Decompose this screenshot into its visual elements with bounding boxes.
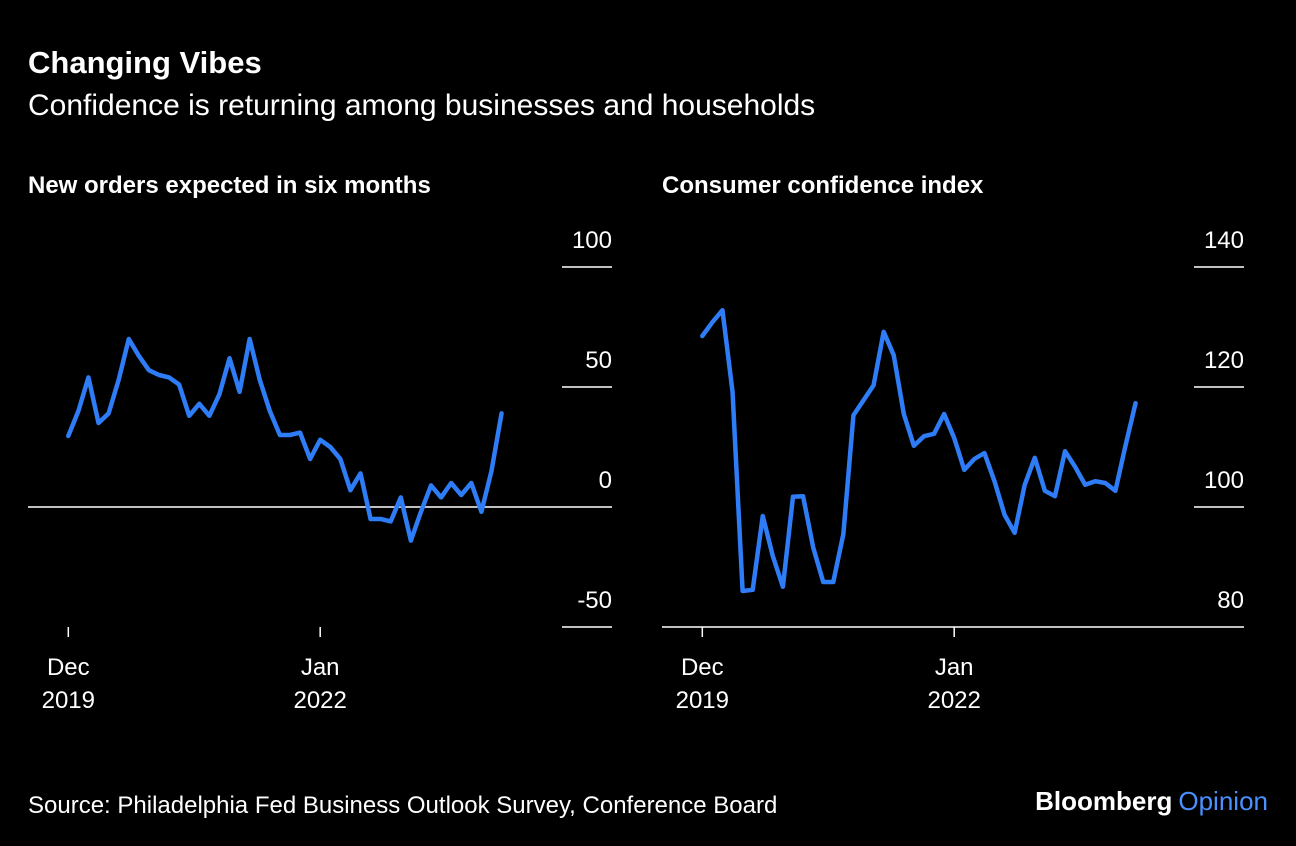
y-tick-label: 50 xyxy=(585,347,612,374)
panel-title: Consumer confidence index xyxy=(662,172,984,199)
x-tick-label: 2022 xyxy=(293,687,346,714)
x-tick-label: 2019 xyxy=(42,687,95,714)
brand: Bloomberg Opinion xyxy=(1035,786,1268,816)
x-tick-label: Dec xyxy=(681,654,724,681)
y-tick-label: 140 xyxy=(1204,227,1244,254)
data-line xyxy=(66,336,504,543)
x-tick-label: Dec xyxy=(47,654,90,681)
data-line xyxy=(700,307,1138,594)
x-tick-label: Jan xyxy=(935,654,974,681)
y-tick-label: 0 xyxy=(599,467,612,494)
brand-section: Opinion xyxy=(1178,786,1268,816)
chart-subtitle: Confidence is returning among businesses… xyxy=(28,89,815,122)
y-tick-label: 120 xyxy=(1204,347,1244,374)
x-tick-label: 2022 xyxy=(927,687,980,714)
y-tick-label: -50 xyxy=(577,587,612,614)
source: Source: Philadelphia Fed Business Outloo… xyxy=(28,792,777,819)
y-tick-label: 100 xyxy=(1204,467,1244,494)
x-tick-label: 2019 xyxy=(676,687,729,714)
panel-title: New orders expected in six months xyxy=(28,172,431,199)
brand-name: Bloomberg xyxy=(1035,786,1172,816)
x-tick-label: Jan xyxy=(301,654,340,681)
y-tick-label: 80 xyxy=(1217,587,1244,614)
y-tick-label: 100 xyxy=(572,227,612,254)
chart-title: Changing Vibes xyxy=(28,45,262,80)
